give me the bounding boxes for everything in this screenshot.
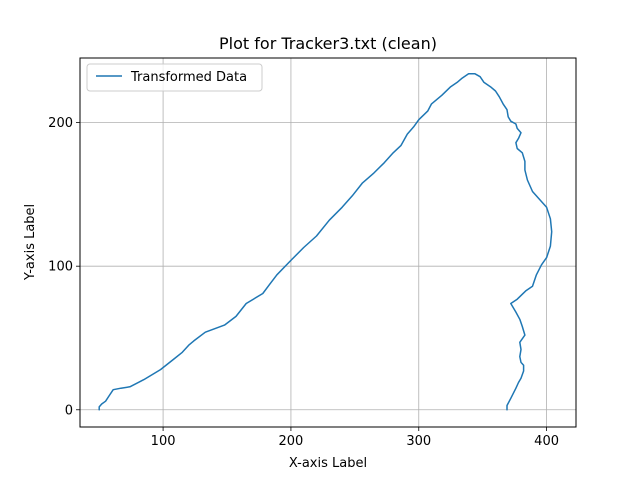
series-line-transformed-data <box>98 73 553 411</box>
x-tick-label: 300 <box>406 434 431 449</box>
y-tick-label: 200 <box>48 116 73 131</box>
series-layer <box>98 73 553 411</box>
ticks: 100 200 300 400 0 100 200 <box>48 116 559 449</box>
legend-box <box>86 63 263 92</box>
y-axis-label: Y-axis Label <box>23 204 38 281</box>
x-axis-label: X-axis Label <box>289 456 367 471</box>
x-tick-label: 200 <box>279 434 304 449</box>
plot-frame <box>79 57 577 428</box>
chart-title: Plot for Tracker3.txt (clean) <box>219 34 437 53</box>
legend-label: Transformed Data <box>130 70 247 85</box>
y-tick-label: 0 <box>65 403 73 418</box>
x-tick-label: 100 <box>151 434 176 449</box>
y-tick-label: 100 <box>48 260 73 275</box>
legend: Transformed Data <box>86 63 263 92</box>
x-tick-label: 400 <box>534 434 559 449</box>
